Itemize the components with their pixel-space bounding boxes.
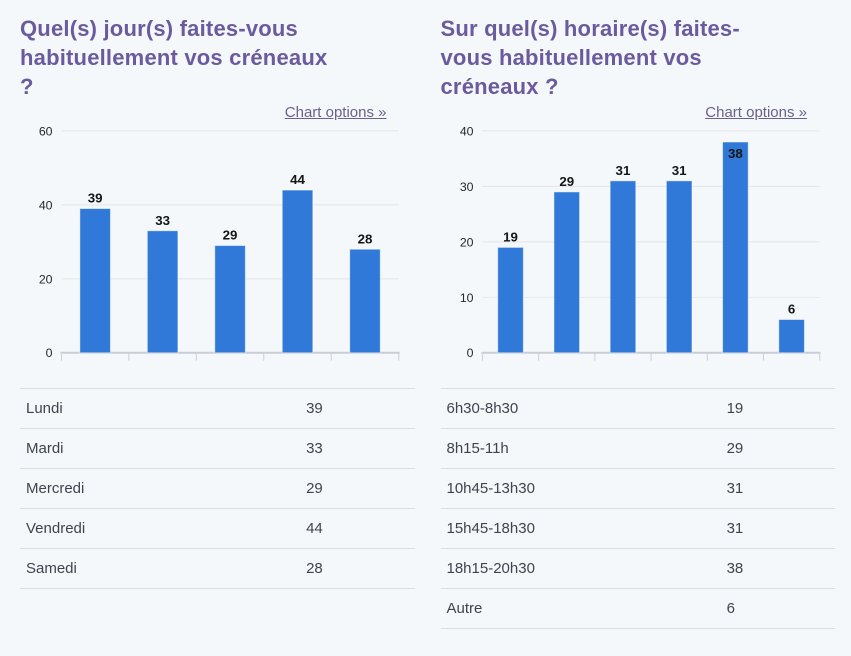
chart-options-row: Chart options » (20, 103, 387, 122)
table-row: Mardi 33 (20, 427, 415, 469)
row-label-cell: Mercredi (20, 467, 301, 509)
y-axis-tick-label: 20 (39, 272, 53, 286)
y-axis-tick-label: 0 (46, 346, 53, 360)
table-row: Lundi 39 (20, 387, 415, 429)
chart-panel-hours: Sur quel(s) horaire(s) faites- vous habi… (440, 6, 835, 629)
chart-options-row: Chart options » (441, 103, 807, 122)
row-label-cell: Mardi (20, 427, 301, 469)
chart-title-days: Quel(s) jour(s) faites-vous habituelleme… (20, 16, 328, 100)
bar (665, 180, 692, 354)
table-row: Autre 6 (440, 587, 835, 629)
y-axis-tick-label: 60 (39, 124, 53, 138)
bar-value-label: 38 (727, 146, 742, 161)
row-value-cell: 44 (300, 507, 415, 549)
y-axis-tick-label: 40 (39, 198, 53, 212)
row-value-cell: 6 (720, 587, 835, 629)
results-table-hours: 6h30-8h30 19 8h15-11h 29 10h45-13h30 31 15h45-… (440, 387, 835, 629)
bar (214, 245, 246, 354)
table-row: 15h45-18h30 31 (440, 507, 835, 549)
row-label-cell: 10h45-13h30 (440, 467, 721, 509)
bar (79, 208, 111, 354)
row-label-cell: Samedi (20, 547, 301, 589)
row-label-cell: Autre (440, 587, 721, 629)
chart-title-hours: Sur quel(s) horaire(s) faites- vous habi… (440, 16, 740, 100)
bar-chart-hours: 0 10 20 30 40 19 29 31 31 38 6 (459, 124, 821, 361)
row-label-cell: 15h45-18h30 (440, 507, 721, 549)
table-row: Vendredi 44 (20, 507, 415, 549)
row-value-cell: 28 (300, 547, 415, 589)
row-value-cell: 38 (720, 547, 835, 589)
y-axis-tick-label: 10 (459, 291, 473, 305)
bar-value-label: 31 (615, 163, 630, 178)
results-table-days: Lundi 39 Mardi 33 Mercredi 29 Vendredi 44 Samedi… (20, 387, 415, 589)
y-axis-tick-label: 30 (459, 180, 473, 194)
row-label-cell: Lundi (20, 387, 301, 429)
bar-value-label: 6 (787, 302, 794, 317)
table-row: 6h30-8h30 19 (440, 387, 835, 429)
bar-chart-days: 0 20 40 60 39 33 29 44 28 (39, 124, 400, 361)
row-value-cell: 29 (300, 467, 415, 509)
bar-value-label: 19 (503, 230, 518, 245)
row-value-cell: 29 (720, 427, 835, 469)
bar-value-label: 44 (290, 172, 305, 187)
chart-options-link[interactable]: Chart options » (705, 104, 807, 122)
table-row: 8h15-11h 29 (440, 427, 835, 469)
row-value-cell: 39 (300, 387, 415, 429)
bar-value-label: 33 (155, 213, 170, 228)
bar-value-label: 31 (671, 163, 686, 178)
row-label-cell: Vendredi (20, 507, 301, 549)
bar (777, 319, 805, 354)
bar-value-label: 29 (223, 228, 238, 243)
bar (609, 180, 636, 354)
y-axis-tick-label: 20 (459, 235, 473, 249)
row-label-cell: 18h15-20h30 (440, 547, 721, 589)
bar (349, 248, 381, 354)
chart-panel-days: Quel(s) jour(s) faites-vous habituelleme… (20, 6, 415, 629)
chart-options-link[interactable]: Chart options » (284, 104, 387, 122)
y-axis-tick-label: 0 (466, 346, 473, 360)
bar-value-label: 28 (358, 231, 373, 246)
bar (146, 230, 179, 354)
bar (496, 246, 524, 354)
table-row: Samedi 28 (20, 547, 415, 589)
bar-value-label: 39 (88, 191, 103, 206)
table-row: 10h45-13h30 31 (440, 467, 835, 509)
row-value-cell: 33 (300, 427, 415, 469)
row-value-cell: 19 (720, 387, 835, 429)
table-row: Mercredi 29 (20, 467, 415, 509)
bar (721, 141, 749, 354)
bar-value-label: 29 (559, 174, 574, 189)
table-row: 18h15-20h30 38 (440, 547, 835, 589)
row-label-cell: 8h15-11h (440, 427, 721, 469)
bar (552, 191, 580, 354)
row-value-cell: 31 (720, 467, 835, 509)
row-label-cell: 6h30-8h30 (440, 387, 721, 429)
bar (281, 189, 314, 354)
survey-results-layout: Quel(s) jour(s) faites-vous habituelleme… (20, 6, 835, 629)
row-value-cell: 31 (720, 507, 835, 549)
y-axis-tick-label: 40 (459, 124, 473, 138)
